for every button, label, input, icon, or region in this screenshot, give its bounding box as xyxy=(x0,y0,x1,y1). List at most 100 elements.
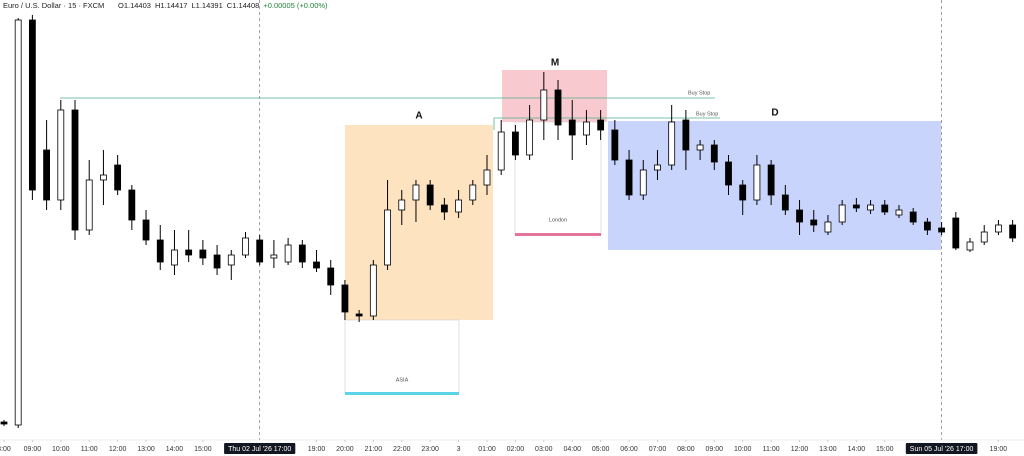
x-tick-label: 22:00 xyxy=(393,446,411,453)
candle-body xyxy=(0,421,8,425)
candle-body xyxy=(398,199,406,211)
candle-body xyxy=(114,164,122,191)
ohlc-readout: +0.00005 (+0.00%) xyxy=(263,1,328,10)
candle-body xyxy=(213,254,221,269)
candle-body xyxy=(227,254,235,266)
candle-body xyxy=(100,174,107,181)
candle-body xyxy=(895,209,903,216)
candle-body xyxy=(654,164,661,171)
candle-body xyxy=(412,184,420,201)
x-tick-label: 01:00 xyxy=(478,446,496,453)
candle-body xyxy=(156,239,164,263)
candle-body xyxy=(767,164,775,196)
zone-label: D xyxy=(771,108,778,119)
ohlc-readout: L1.14391 xyxy=(191,1,222,10)
x-tick-label: 02:00 xyxy=(507,446,525,453)
candle-body xyxy=(526,119,534,156)
ohlc-readout: H1.14417 xyxy=(155,1,188,10)
zone-label: M xyxy=(551,58,559,69)
ohlc-readout: C1.14408 xyxy=(227,1,260,10)
candle-body xyxy=(781,194,789,211)
x-tick-label: 03:00 xyxy=(535,446,553,453)
candle-body xyxy=(369,264,377,317)
session-label: London xyxy=(549,217,567,223)
candle-body xyxy=(938,227,946,233)
zone-m xyxy=(502,70,607,122)
symbol-title: Euro / U.S. Dollar · 15 · FXCM xyxy=(3,1,104,10)
candle-body xyxy=(639,169,647,196)
x-tick-label: 11:00 xyxy=(763,446,780,453)
x-tick-label: 05:00 xyxy=(592,446,610,453)
candle-body xyxy=(199,249,207,259)
x-tick-label: 20:00 xyxy=(336,446,354,453)
london-bar xyxy=(515,233,601,236)
x-tick-label: 06:00 xyxy=(620,446,638,453)
order-label: Buy Stop xyxy=(688,90,710,96)
x-tick-label: 14:00 xyxy=(166,446,184,453)
candle-body xyxy=(753,164,761,201)
order-label: Buy Stop xyxy=(696,111,718,117)
x-tick-label: 07:00 xyxy=(649,446,667,453)
candle-body xyxy=(583,121,590,136)
candle-body xyxy=(696,144,704,151)
x-tick-label: 3 xyxy=(457,446,461,453)
x-tick-label: 21:00 xyxy=(365,446,383,453)
candle-body xyxy=(128,189,136,221)
candle-body xyxy=(355,313,363,317)
x-tick-label: 12:00 xyxy=(791,446,809,453)
candle-body xyxy=(43,149,50,201)
candle-body xyxy=(796,209,803,223)
candle-body xyxy=(455,199,462,213)
x-tick-label: 14:00 xyxy=(848,446,866,453)
x-tick-label: 23:00 xyxy=(421,446,439,453)
candle-body xyxy=(313,261,320,269)
x-tick-label: 09:00 xyxy=(24,446,42,453)
candle-body xyxy=(85,179,93,231)
x-tick-label: 8:00 xyxy=(0,446,11,453)
candle-body xyxy=(341,284,349,313)
candle-body xyxy=(725,161,732,186)
ohlc-readout: O1.14403 xyxy=(118,1,151,10)
x-tick-label: 11:00 xyxy=(81,446,98,453)
candle-body xyxy=(242,237,249,256)
candle-body xyxy=(1009,224,1017,239)
candle-body xyxy=(909,211,917,223)
candle-body xyxy=(568,119,576,136)
asia-bar xyxy=(345,392,459,395)
x-tick-label: 13:00 xyxy=(819,446,837,453)
candle-body xyxy=(966,241,974,251)
candle-body xyxy=(483,169,491,186)
candle-body xyxy=(668,121,676,166)
zone-a xyxy=(345,125,493,320)
candle-body xyxy=(426,184,434,206)
x-tick-label: 19:00 xyxy=(308,446,326,453)
x-tick-label: 10:00 xyxy=(734,446,752,453)
candle-body xyxy=(57,109,65,201)
candle-body xyxy=(995,224,1002,233)
x-tick-label: 08:00 xyxy=(677,446,695,453)
candle-body xyxy=(284,244,292,263)
x-tick-label: 13:00 xyxy=(137,446,155,453)
candle-body xyxy=(554,89,562,126)
candle-body xyxy=(810,219,818,226)
candle-body xyxy=(597,119,605,131)
candle-body xyxy=(469,184,477,201)
candle-body xyxy=(14,19,22,426)
candle-body xyxy=(881,204,889,213)
candle-body xyxy=(270,254,278,259)
candle-body xyxy=(625,159,633,196)
candle-body xyxy=(824,221,832,233)
x-tick-label: 19:00 xyxy=(990,446,1008,453)
candle-body xyxy=(923,221,931,231)
candle-body xyxy=(980,231,988,243)
candle-body xyxy=(611,129,619,161)
x-tick-label: 09:00 xyxy=(706,446,724,453)
time-marker-box xyxy=(905,443,978,454)
candle-body xyxy=(384,209,391,266)
candle-body xyxy=(952,217,960,249)
x-tick-label: 12:00 xyxy=(109,446,127,453)
candle-body xyxy=(739,184,747,201)
candle-body xyxy=(142,219,150,241)
time-marker-label: Thu 02 Jul '26 17:00 xyxy=(228,446,291,453)
x-tick-label: 15:00 xyxy=(194,446,212,453)
